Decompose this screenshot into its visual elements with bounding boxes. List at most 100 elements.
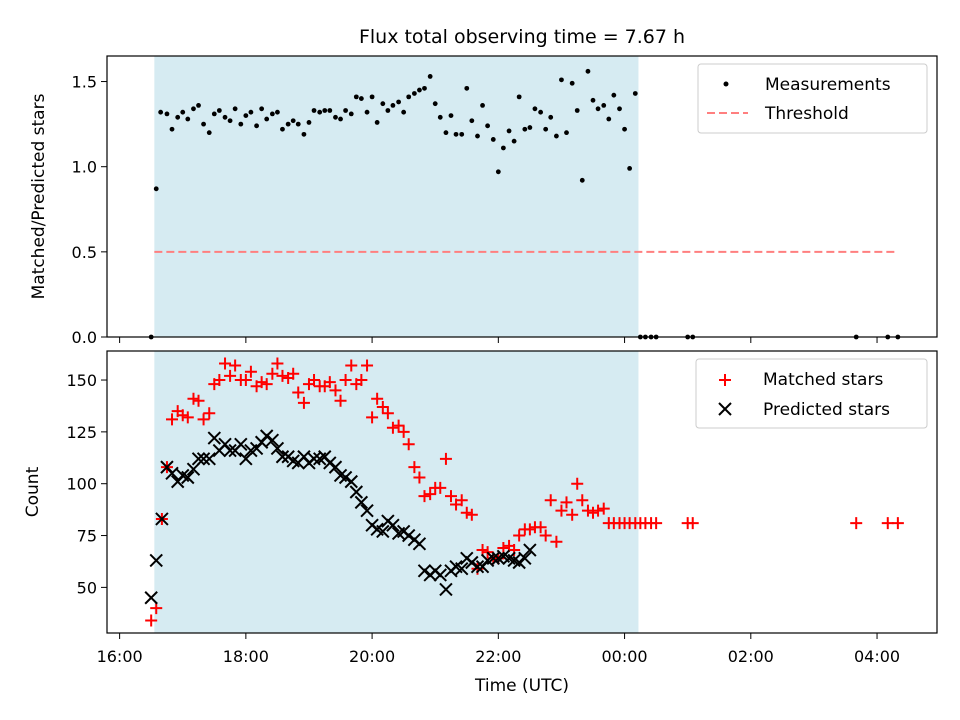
measurement-point bbox=[411, 91, 417, 96]
matched-star-point bbox=[465, 508, 478, 521]
legend-predicted-marker bbox=[718, 402, 732, 416]
measurement-point bbox=[417, 87, 422, 93]
measurement-point bbox=[490, 137, 496, 142]
measurement-point bbox=[595, 106, 601, 112]
measurement-point bbox=[553, 133, 559, 139]
measurement-point bbox=[333, 114, 338, 120]
predicted-star-point bbox=[376, 524, 390, 539]
predicted-star-point bbox=[265, 433, 280, 447]
measurement-point bbox=[396, 99, 402, 105]
predicted-star-point bbox=[275, 450, 290, 464]
y-tick-label: 0.0 bbox=[72, 328, 97, 347]
x-tick-label: 22:00 bbox=[475, 647, 521, 666]
counts-legend: Matched stars Predicted stars bbox=[695, 358, 928, 429]
matched-star-point bbox=[850, 517, 863, 530]
matched-star-point bbox=[891, 517, 904, 530]
matched-star-point bbox=[408, 461, 421, 474]
measurement-point bbox=[622, 126, 627, 132]
predicted-star-point bbox=[223, 443, 237, 458]
measurement-point bbox=[390, 102, 396, 108]
matched-star-point bbox=[255, 376, 268, 389]
predicted-star-point bbox=[328, 460, 343, 474]
predicted-star-point bbox=[439, 582, 453, 597]
legend-measurements-marker bbox=[723, 81, 729, 87]
measurement-point bbox=[574, 108, 580, 113]
measurement-point bbox=[443, 130, 449, 136]
legend-measurements-label: Measurements bbox=[765, 75, 891, 95]
y-tick-label: 50 bbox=[77, 578, 97, 597]
predicted-star-point bbox=[417, 564, 432, 578]
matched-star-point bbox=[197, 413, 210, 426]
measurement-point bbox=[406, 94, 412, 100]
measurement-point bbox=[564, 130, 569, 136]
ratio-x-ticks bbox=[119, 337, 878, 343]
matched-star-point bbox=[881, 517, 894, 530]
x-tick-label: 02:00 bbox=[728, 647, 774, 666]
matched-star-point bbox=[166, 413, 179, 426]
matched-star-point bbox=[271, 357, 284, 370]
measurement-point bbox=[585, 68, 591, 74]
matched-star-point bbox=[308, 374, 321, 387]
y-tick-label: 125 bbox=[66, 423, 97, 442]
measurement-point bbox=[216, 108, 222, 113]
measurement-point bbox=[364, 109, 370, 115]
measurement-point bbox=[480, 102, 485, 108]
matched-star-point bbox=[192, 394, 205, 407]
measurement-point bbox=[353, 94, 359, 100]
matched-star-point bbox=[539, 529, 552, 542]
measurement-point bbox=[569, 80, 575, 86]
matched-star-point bbox=[686, 517, 699, 530]
predicted-star-point bbox=[259, 429, 274, 443]
y-tick-label: 150 bbox=[66, 371, 97, 390]
matched-star-point bbox=[203, 407, 216, 420]
measurement-point bbox=[180, 109, 186, 115]
ratio-y-axis-label: Matched/Predicted stars bbox=[29, 93, 49, 299]
predicted-star-point bbox=[234, 437, 248, 452]
predicted-star-point bbox=[307, 452, 321, 466]
predicted-star-point bbox=[512, 555, 526, 570]
predicted-star-point bbox=[386, 518, 400, 532]
matched-star-point bbox=[297, 396, 310, 409]
measurement-point bbox=[511, 138, 517, 144]
counts-panel: 50 75 100 125 150 16:00 18:00 20:00 22:00 00:00 0… bbox=[23, 351, 938, 696]
measurement-point bbox=[175, 114, 181, 120]
measurement-point bbox=[280, 126, 285, 132]
observing-window-shade-bottom bbox=[154, 351, 639, 633]
matched-star-point bbox=[566, 508, 579, 521]
measurement-point bbox=[527, 125, 533, 130]
matched-star-point bbox=[329, 384, 342, 397]
matched-star-point bbox=[560, 496, 573, 509]
measurement-point bbox=[285, 121, 291, 127]
matched-star-point bbox=[339, 374, 352, 387]
measurement-point bbox=[432, 101, 438, 107]
counts-y-axis-label: Count bbox=[23, 466, 43, 517]
measurement-point bbox=[422, 85, 427, 91]
predicted-star-point bbox=[338, 470, 353, 485]
legend-predicted-label: Predicted stars bbox=[763, 400, 890, 420]
y-tick-label: 1.5 bbox=[72, 73, 97, 92]
predicted-star-point bbox=[518, 551, 532, 566]
predicted-star-point bbox=[523, 543, 537, 557]
predicted-star-point bbox=[470, 559, 485, 574]
matched-star-point bbox=[650, 517, 663, 530]
matched-star-point bbox=[187, 392, 200, 405]
measurement-point bbox=[322, 108, 328, 113]
matched-star-point bbox=[260, 378, 273, 391]
matched-stars-points bbox=[145, 357, 904, 627]
matched-star-point bbox=[513, 529, 526, 542]
chart-title: Flux total observing time = 7.67 h bbox=[359, 26, 685, 48]
measurement-point bbox=[485, 123, 491, 129]
measurement-point bbox=[617, 106, 622, 112]
measurement-point bbox=[606, 116, 612, 122]
matched-star-point bbox=[381, 407, 394, 420]
legend-threshold-label: Threshold bbox=[764, 104, 849, 124]
predicted-star-point bbox=[181, 470, 195, 485]
measurement-point bbox=[290, 118, 296, 124]
predicted-star-point bbox=[191, 452, 206, 466]
predicted-star-point bbox=[149, 553, 163, 568]
counts-legend-frame bbox=[695, 358, 928, 429]
measurement-point bbox=[374, 120, 380, 125]
measurement-point bbox=[385, 108, 391, 113]
ratio-y-axis: 0.0 0.5 1.0 1.5 bbox=[72, 73, 107, 347]
predicted-star-point bbox=[207, 431, 222, 445]
